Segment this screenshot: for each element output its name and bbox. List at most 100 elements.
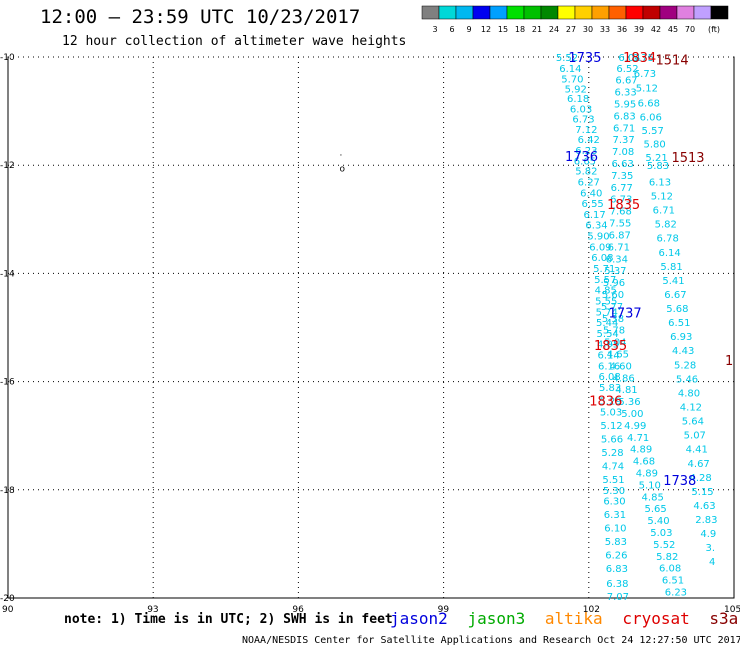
wave-height-value: 7.68 bbox=[610, 207, 632, 218]
wave-height-value: 6.18 bbox=[567, 94, 589, 105]
color-scale-label: 6 bbox=[449, 25, 454, 34]
color-scale-swatch bbox=[574, 5, 593, 20]
wave-height-value: 5.81 bbox=[660, 262, 682, 273]
wave-height-value: 6.93 bbox=[670, 332, 692, 343]
wave-height-value: 4.65 bbox=[607, 349, 629, 360]
wave-height-value: 6.77 bbox=[611, 183, 633, 194]
wave-height-value: 7.55 bbox=[609, 219, 631, 230]
color-scale-label: 33 bbox=[600, 25, 610, 34]
wave-height-value: 4.85 bbox=[642, 492, 664, 503]
pass-time-label: 1834 bbox=[623, 51, 656, 66]
wave-height-value: 6.71 bbox=[613, 123, 635, 134]
wave-height-value: 6.04 bbox=[618, 53, 640, 64]
wave-height-value: 7.08 bbox=[612, 147, 634, 158]
wave-height-value: 6.08 bbox=[591, 253, 613, 264]
color-scale-label: 36 bbox=[617, 25, 627, 34]
wave-height-value: 6.65 bbox=[574, 156, 596, 167]
wave-height-value: 6.16 bbox=[598, 361, 620, 372]
color-scale-swatch bbox=[523, 5, 542, 20]
wave-height-value: 5.29 bbox=[599, 397, 621, 408]
color-scale-label: 42 bbox=[651, 25, 661, 34]
color-scale-swatch bbox=[710, 5, 729, 20]
color-scale-swatch bbox=[693, 5, 712, 20]
wave-height-value: 6.14 bbox=[658, 248, 680, 259]
wave-height-value: 5.00 bbox=[621, 409, 643, 420]
y-tick-label: -20 bbox=[0, 594, 15, 604]
wave-height-value: 6.10 bbox=[604, 524, 626, 535]
wave-height-value: 5.77 bbox=[601, 302, 623, 313]
x-tick-label: 90 bbox=[2, 605, 14, 615]
wave-height-value: 6.67 bbox=[664, 290, 686, 301]
wave-height-value: 4.74 bbox=[602, 461, 624, 472]
wave-height-value: 5.07 bbox=[684, 431, 706, 442]
wave-height-value: 6.73 bbox=[572, 115, 594, 126]
color-scale-label: 3 bbox=[432, 25, 437, 34]
wave-height-value: 4.99 bbox=[624, 421, 646, 432]
wave-height-value: 5.28 bbox=[601, 448, 623, 459]
pass-time-label: 1513 bbox=[671, 151, 704, 166]
wave-height-value: 5.44 bbox=[596, 318, 618, 329]
wave-height-value: 3. bbox=[706, 543, 716, 554]
wave-height-value: 6.33 bbox=[614, 88, 636, 99]
color-scale-label: 15 bbox=[498, 25, 508, 34]
wave-height-value: 6.63 bbox=[612, 159, 634, 170]
wave-height-value: 5.12 bbox=[636, 83, 658, 94]
wave-height-value: 5.83 bbox=[647, 161, 669, 172]
wave-height-value: 5.83 bbox=[605, 537, 627, 548]
wave-height-value: 7.35 bbox=[611, 171, 633, 182]
pass-time-label: 1738 bbox=[663, 474, 696, 489]
wave-height-value: 6.68 bbox=[638, 98, 660, 109]
credit-line: NOAA/NESDIS Center for Satellite Applica… bbox=[242, 635, 740, 646]
wave-height-value: 6.31 bbox=[604, 510, 626, 521]
wave-height-value: 6.83 bbox=[606, 564, 628, 575]
wave-height-value: 5.12 bbox=[651, 191, 673, 202]
pass-time-label: 1736 bbox=[565, 150, 598, 165]
wave-height-value: 5.68 bbox=[666, 304, 688, 315]
wave-height-value: 6.73 bbox=[610, 195, 632, 206]
legend-jason2: jason2 bbox=[390, 609, 448, 628]
wave-height-value: 4.68 bbox=[633, 457, 655, 468]
x-tick-label: 96 bbox=[292, 605, 304, 615]
wave-height-value: 5.80 bbox=[643, 140, 665, 151]
pass-time-label: 1737 bbox=[609, 306, 642, 321]
color-scale-swatch bbox=[455, 5, 474, 20]
legend-cryosat: cryosat bbox=[622, 609, 690, 628]
wave-height-value: 6.40 bbox=[580, 188, 602, 199]
wave-height-value: 5.82 bbox=[655, 220, 677, 231]
wave-height-value: 6.51 bbox=[662, 576, 684, 587]
wave-height-value: 5.12 bbox=[600, 421, 622, 432]
wave-height-value: 4.43 bbox=[672, 346, 694, 357]
wave-height-value: 5.57 bbox=[642, 126, 664, 137]
satellite-legend: jason2 jason3 altika cryosat s3a bbox=[390, 609, 740, 628]
wave-height-value: 5.57 bbox=[594, 275, 616, 286]
wave-height-value: 2.83 bbox=[695, 515, 717, 526]
wave-height-value: 5.40 bbox=[647, 516, 669, 527]
wave-height-value: 6.73 bbox=[634, 69, 656, 80]
color-scale-swatch bbox=[625, 5, 644, 20]
wave-height-value: 5.74 bbox=[596, 307, 618, 318]
color-scale-swatch bbox=[472, 5, 491, 20]
wave-height-value: 5.96 bbox=[603, 278, 625, 289]
wave-height-value: 5.30 bbox=[603, 486, 625, 497]
color-scale-label: 12 bbox=[481, 25, 491, 34]
wave-height-value: 4 bbox=[709, 557, 715, 568]
wave-height-value: 6.55 bbox=[582, 199, 604, 210]
x-tick-label: 102 bbox=[583, 605, 600, 615]
wave-height-value: 6.17 bbox=[583, 210, 605, 221]
wave-height-value: 5.82 bbox=[575, 167, 597, 178]
y-tick-label: -18 bbox=[0, 486, 15, 496]
island-marker: o bbox=[340, 165, 346, 175]
wave-height-value: 6.06 bbox=[640, 113, 662, 124]
wave-height-value: 5.78 bbox=[603, 326, 625, 337]
wave-height-value: 5.54 bbox=[597, 329, 619, 340]
color-scale-label: 21 bbox=[532, 25, 542, 34]
wave-height-value: 5.82 bbox=[656, 552, 678, 563]
wave-height-value: 6.13 bbox=[649, 177, 671, 188]
pass-time-label: 1836 bbox=[589, 395, 622, 410]
wave-height-value: 4.86 bbox=[613, 373, 635, 384]
wave-height-value: 5.60 bbox=[602, 290, 624, 301]
wave-height-value: 5.55 bbox=[595, 296, 617, 307]
wave-height-value: 5.21 bbox=[645, 153, 667, 164]
wave-height-value: 5.38 bbox=[602, 314, 624, 325]
